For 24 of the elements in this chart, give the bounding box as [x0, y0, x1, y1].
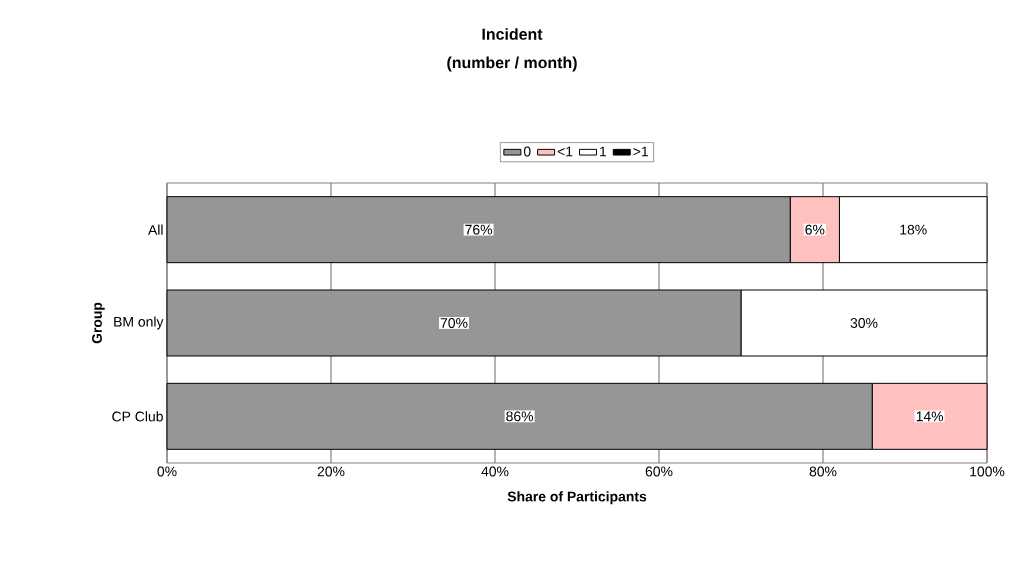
x-tick-label: 20% — [317, 466, 345, 477]
x-tick-label: 40% — [481, 466, 509, 477]
chart-title: Incident — [482, 28, 543, 40]
y-tick-label: BM only — [114, 316, 164, 330]
data-label: 6% — [805, 224, 825, 235]
x-tick-label: 100% — [970, 466, 1005, 477]
x-tick-label: 60% — [645, 466, 673, 477]
y-axis-title: Group — [92, 302, 105, 344]
data-label: 86% — [506, 411, 534, 422]
legend-label: 1 — [600, 146, 607, 157]
y-tick-label: CP Club — [112, 411, 163, 422]
chart-subtitle: (number / month) — [447, 56, 577, 72]
data-label: 70% — [440, 318, 468, 328]
legend-label: >1 — [633, 146, 648, 157]
data-label: 76% — [465, 224, 493, 235]
x-tick-label: 0% — [157, 466, 177, 477]
data-label: 30% — [850, 318, 878, 328]
legend-label: <1 — [557, 146, 573, 157]
x-axis-title: Share of Participants — [507, 491, 647, 505]
legend-label: 0 — [523, 146, 531, 157]
x-tick-label: 80% — [809, 466, 837, 477]
data-label: 18% — [900, 224, 927, 235]
data-label: 14% — [916, 411, 944, 422]
y-tick-label: All — [148, 224, 163, 235]
